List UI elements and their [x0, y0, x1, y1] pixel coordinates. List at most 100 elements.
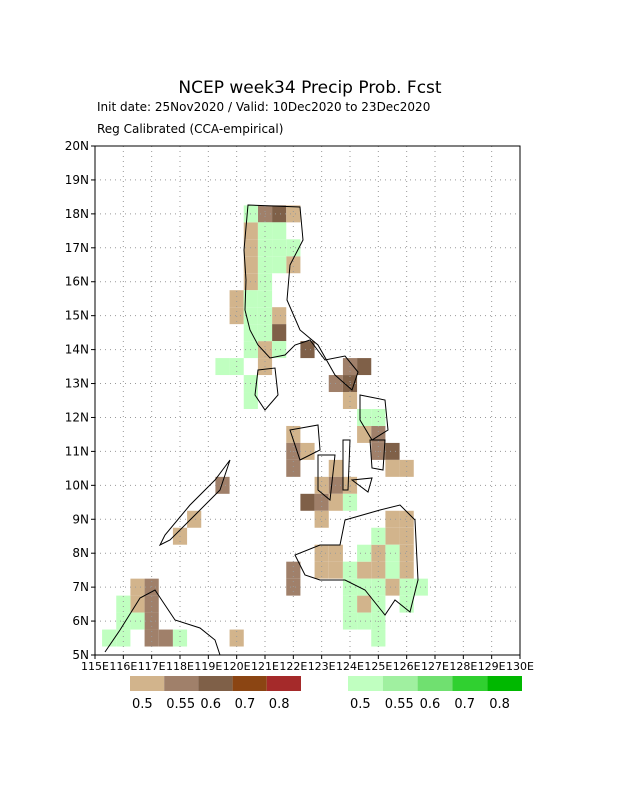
prob-cell: [243, 324, 258, 342]
legend-swatch: [266, 676, 301, 691]
prob-cell: [342, 595, 358, 613]
prob-cell: [144, 629, 159, 647]
prob-cell: [314, 510, 329, 528]
prob-cell: [371, 578, 386, 596]
legend-swatch: [130, 676, 165, 691]
subtitle: Init date: 25Nov2020 / Valid: 10Dec2020 …: [97, 100, 430, 114]
prob-cell: [399, 561, 414, 579]
prob-cell: [357, 358, 372, 376]
prob-cell: [385, 510, 400, 528]
prob-cell: [371, 561, 386, 579]
prob-cell: [385, 578, 400, 596]
prob-cell: [286, 578, 301, 596]
y-tick-label: 9N: [72, 512, 89, 526]
legend-label: 0.6: [200, 697, 221, 712]
y-tick-label: 12N: [65, 410, 89, 424]
x-tick-label: 122E: [279, 660, 307, 673]
legend-label: 0.5: [350, 697, 371, 712]
legend-swatch: [487, 676, 522, 691]
prob-cell: [342, 493, 358, 511]
legend-label: 0.8: [269, 697, 290, 712]
prob-cell: [187, 510, 202, 528]
x-tick-label: 126E: [393, 660, 421, 673]
prob-cell: [172, 629, 188, 647]
coastline: [104, 589, 221, 656]
prob-cell: [272, 222, 287, 240]
prob-cell: [286, 459, 301, 477]
legend-label: 0.5: [132, 697, 153, 712]
y-tick-label: 7N: [72, 580, 89, 594]
x-tick-label: 128E: [449, 660, 477, 673]
x-tick-label: 117E: [138, 660, 166, 673]
y-tick-label: 18N: [65, 207, 89, 221]
coastline: [342, 439, 351, 491]
plot-frame: [94, 145, 521, 656]
prob-cell: [272, 239, 287, 257]
y-tick-label: 10N: [65, 478, 89, 492]
prob-cell: [116, 629, 131, 647]
coastline: [243, 204, 359, 391]
prob-cell: [342, 392, 358, 409]
y-tick-label: 13N: [65, 377, 89, 391]
prob-cell: [385, 459, 400, 477]
x-tick-label: 129E: [478, 660, 506, 673]
y-tick-label: 11N: [65, 444, 89, 458]
prob-cell: [286, 561, 301, 579]
y-tick-label: 19N: [65, 173, 89, 187]
x-tick-label: 130E: [506, 660, 534, 673]
x-tick-label: 121E: [251, 660, 279, 673]
legend-label: 0.7: [235, 697, 256, 712]
prob-cell: [385, 527, 400, 545]
prob-cell: [229, 629, 244, 647]
prob-cell: [357, 612, 372, 630]
prob-cell: [314, 544, 329, 562]
prob-cell: [314, 561, 329, 579]
x-tick-label: 124E: [336, 660, 364, 673]
x-tick-label: 119E: [194, 660, 222, 673]
prob-cell: [272, 324, 287, 342]
prob-cell: [116, 595, 131, 613]
prob-cell: [257, 290, 273, 308]
prob-cell: [328, 561, 343, 579]
coastline: [359, 394, 389, 441]
x-tick-label: 127E: [421, 660, 449, 673]
prob-cell: [357, 561, 372, 579]
x-tick-label: 116E: [109, 660, 137, 673]
x-tick-label: 118E: [166, 660, 194, 673]
subtitle: Reg Calibrated (CCA-empirical): [97, 122, 283, 136]
legend-label: 0.55: [385, 697, 414, 712]
prob-cell: [371, 544, 386, 562]
legend-swatch: [417, 676, 453, 691]
legend-swatch: [232, 676, 267, 691]
prob-cell: [399, 544, 414, 562]
prob-cell: [272, 256, 287, 274]
legend-label: 0.7: [454, 697, 475, 712]
y-tick-label: 17N: [65, 241, 89, 255]
x-tick-label: 115E: [81, 660, 109, 673]
prob-cell: [215, 476, 230, 494]
prob-cell: [399, 595, 414, 613]
coastline: [254, 367, 279, 411]
prob-cell: [328, 459, 343, 477]
title: NCEP week34 Precip Prob. Fcst: [178, 78, 442, 98]
prob-cell: [272, 341, 287, 359]
prob-cell: [158, 629, 173, 647]
prob-cell: [300, 341, 315, 359]
prob-cell: [130, 578, 145, 596]
coastline: [289, 424, 321, 461]
prob-cell: [257, 256, 273, 274]
prob-cell: [144, 578, 159, 596]
prob-cell: [385, 544, 400, 562]
prob-cell: [328, 493, 343, 511]
y-tick-label: 16N: [65, 275, 89, 289]
prob-cell: [243, 290, 258, 308]
legend-label: 0.8: [489, 697, 510, 712]
prob-cell: [243, 392, 258, 409]
coastline: [158, 459, 231, 547]
legend-label: 0.55: [166, 697, 195, 712]
prob-cell: [229, 290, 244, 308]
prob-cell: [257, 222, 273, 240]
coastlines: [104, 204, 419, 656]
prob-cell: [399, 459, 414, 477]
